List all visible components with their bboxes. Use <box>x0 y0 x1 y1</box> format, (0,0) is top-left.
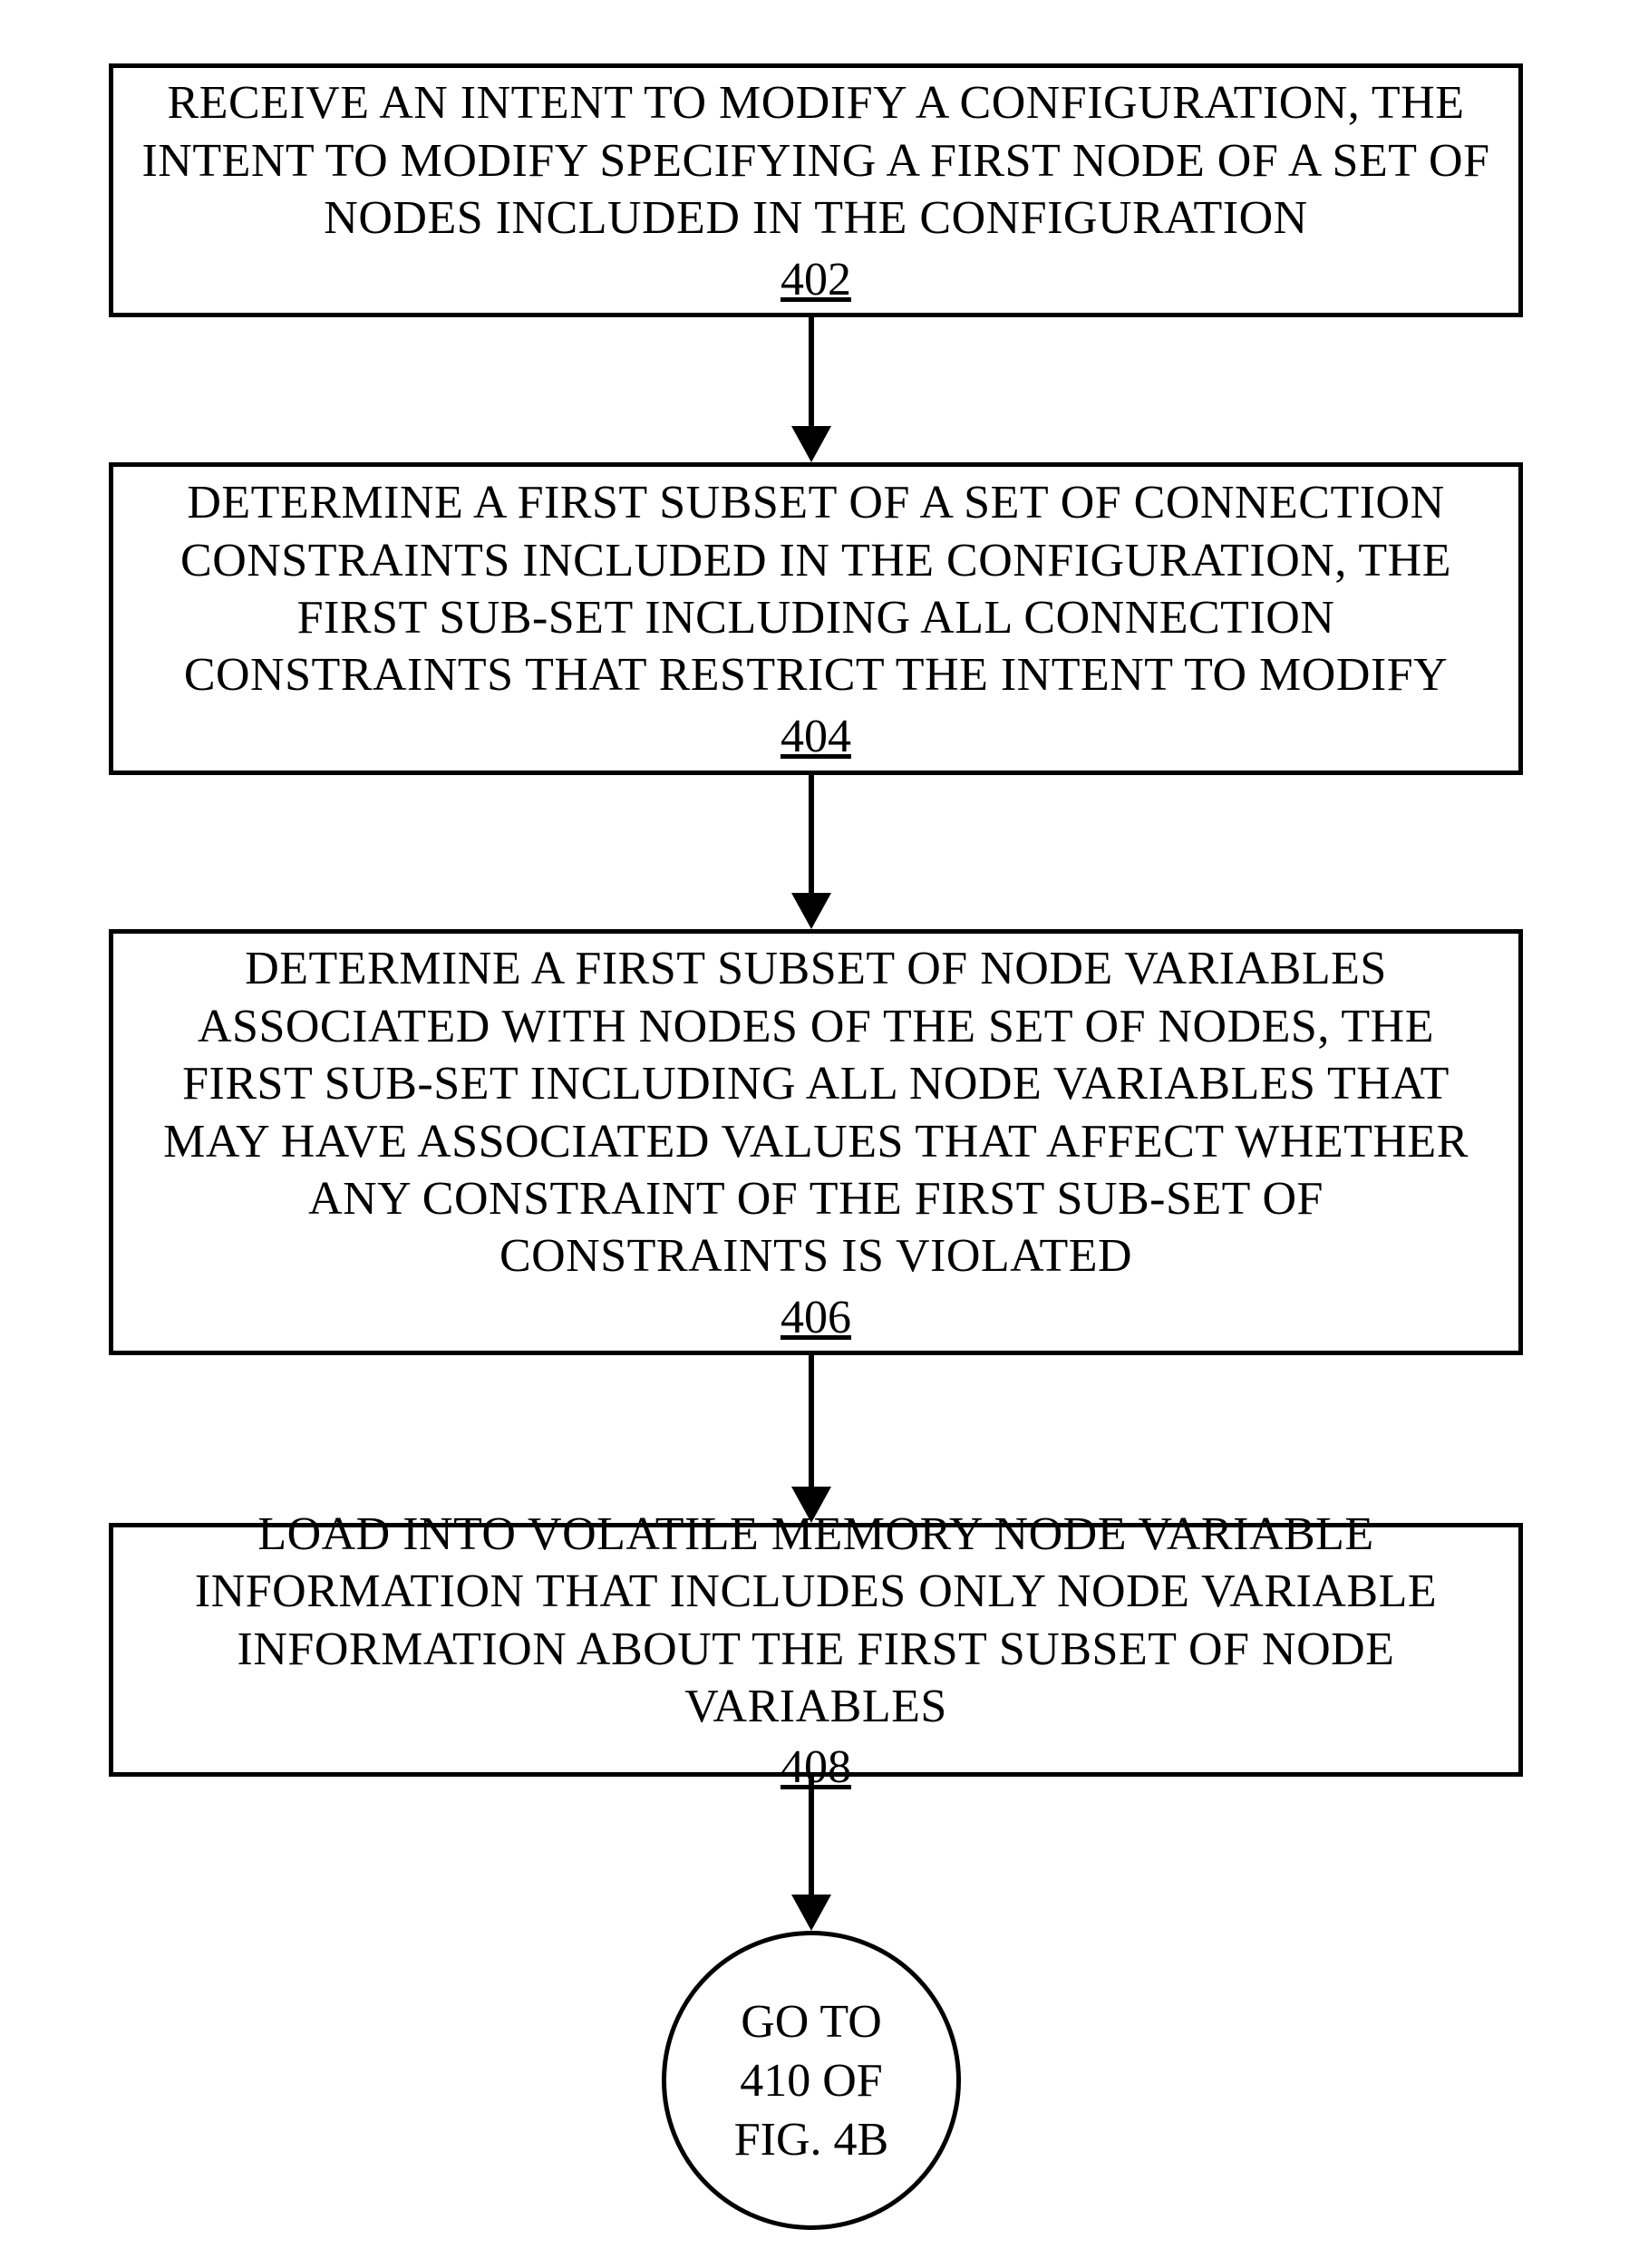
connector-line <box>809 775 814 897</box>
goto-line1: GO TO <box>741 1996 882 2048</box>
flow-step-404-text: DETERMINE A FIRST SUBSET OF A SET OF CON… <box>141 474 1491 704</box>
flow-step-408-text: LOAD INTO VOLATILE MEMORY NODE VARIABLE … <box>141 1506 1491 1736</box>
flow-step-402-number: 402 <box>781 253 851 306</box>
flow-connector-goto-text: GO TO 410 OF FIG. 4B <box>734 1992 888 2169</box>
flow-step-408: LOAD INTO VOLATILE MEMORY NODE VARIABLE … <box>109 1523 1523 1777</box>
goto-line2: 410 OF <box>740 2055 882 2107</box>
flow-step-406-text: DETERMINE A FIRST SUBSET OF NODE VARIABL… <box>141 940 1491 1285</box>
flow-step-402: RECEIVE AN INTENT TO MODIFY A CONFIGURAT… <box>109 63 1523 317</box>
arrowhead-icon <box>791 426 831 462</box>
flow-step-406-number: 406 <box>781 1291 851 1344</box>
goto-line3: FIG. 4B <box>734 2114 888 2166</box>
flow-step-404: DETERMINE A FIRST SUBSET OF A SET OF CON… <box>109 462 1523 775</box>
flow-step-404-number: 404 <box>781 710 851 763</box>
arrowhead-icon <box>791 893 831 929</box>
connector-line <box>809 1777 814 1899</box>
flow-step-408-number: 408 <box>781 1740 851 1794</box>
flow-connector-goto: GO TO 410 OF FIG. 4B <box>662 1931 961 2230</box>
connector-line <box>809 317 814 431</box>
flow-step-402-text: RECEIVE AN INTENT TO MODIFY A CONFIGURAT… <box>141 74 1491 247</box>
arrowhead-icon <box>791 1895 831 1931</box>
connector-line <box>809 1355 814 1491</box>
flowchart-canvas: RECEIVE AN INTENT TO MODIFY A CONFIGURAT… <box>0 0 1629 2268</box>
flow-step-406: DETERMINE A FIRST SUBSET OF NODE VARIABL… <box>109 929 1523 1355</box>
